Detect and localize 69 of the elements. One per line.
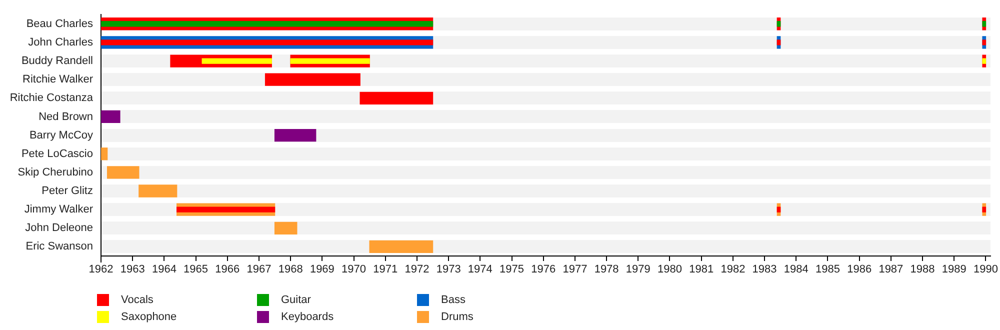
x-tick-label: 1973 — [436, 264, 461, 276]
x-tick-label: 1985 — [815, 264, 840, 276]
bar — [138, 184, 178, 198]
y-tick-label: Jimmy Walker — [24, 204, 94, 216]
bar — [202, 58, 272, 64]
x-tick-label: 1981 — [689, 264, 714, 276]
x-tick-label: 1964 — [152, 264, 176, 276]
x-tick-label: 1988 — [910, 264, 935, 276]
x-tick-label: 1972 — [404, 264, 430, 276]
y-tick-label: Pete LoCascio — [21, 148, 93, 160]
bar — [264, 73, 360, 86]
bar — [101, 110, 120, 124]
bar — [982, 206, 986, 212]
x-tick-label: 1962 — [88, 264, 114, 276]
x-tick-label: 1984 — [784, 264, 808, 276]
bar — [274, 222, 298, 234]
legend-label: Keyboards — [281, 310, 334, 322]
x-tick-label: 1979 — [626, 264, 650, 276]
bar — [360, 92, 434, 104]
y-tick-label: Eric Swanson — [26, 240, 93, 253]
bar — [369, 240, 434, 254]
legend-label: Guitar — [281, 294, 311, 306]
y-tick-label: Ned Brown — [38, 110, 93, 123]
x-tick-label: 1966 — [215, 264, 240, 276]
legend-label: Vocals — [121, 294, 154, 306]
bar — [101, 40, 434, 46]
legend-label: Saxophone — [121, 310, 177, 322]
x-tick-label: 1974 — [468, 264, 492, 276]
bar — [274, 128, 316, 142]
x-tick-label: 1970 — [342, 264, 366, 276]
y-tick-label: Beau Charles — [26, 18, 94, 30]
x-tick-label: 1967 — [246, 264, 272, 276]
x-tick-label: 1990 — [973, 264, 998, 276]
x-tick-label: 1975 — [500, 264, 524, 276]
x-tick-label: 1980 — [658, 264, 682, 276]
bar — [106, 166, 140, 179]
bar — [290, 58, 370, 64]
y-tick-label: Ritchie Costanza — [10, 92, 94, 104]
x-tick-label: 1969 — [310, 264, 334, 276]
y-tick-label: John Charles — [28, 36, 94, 48]
x-tick-label: 1978 — [594, 264, 619, 276]
bar — [776, 40, 781, 46]
bar — [101, 148, 108, 160]
y-tick-label: John Deleone — [25, 222, 93, 234]
x-tick-label: 1965 — [184, 264, 208, 276]
x-tick-label: 1986 — [847, 264, 872, 276]
bar — [982, 21, 986, 27]
y-tick-label: Buddy Randell — [21, 55, 93, 68]
x-tick-label: 1987 — [878, 264, 904, 276]
x-tick-label: 1977 — [562, 264, 588, 276]
x-tick-label: 1968 — [278, 264, 303, 276]
y-tick-label: Ritchie Walker — [22, 74, 94, 86]
bar — [776, 21, 781, 27]
bar — [776, 206, 781, 212]
x-tick-label: 1963 — [120, 264, 145, 276]
bar — [982, 58, 986, 64]
legend-label: Bass — [441, 294, 466, 306]
legend-label: Drums — [441, 310, 474, 322]
bar — [101, 21, 434, 27]
bar — [982, 40, 986, 46]
x-tick-label: 1976 — [531, 264, 556, 276]
x-tick-label: 1983 — [752, 264, 777, 276]
x-tick-label: 1989 — [942, 264, 966, 276]
y-tick-label: Barry McCoy — [29, 129, 94, 142]
y-tick-label: Peter Glitz — [42, 185, 93, 198]
x-tick-label: 1971 — [373, 264, 398, 276]
x-tick-label: 1982 — [720, 264, 746, 276]
y-tick-label: Skip Cherubino — [18, 166, 93, 178]
bar — [176, 206, 276, 212]
